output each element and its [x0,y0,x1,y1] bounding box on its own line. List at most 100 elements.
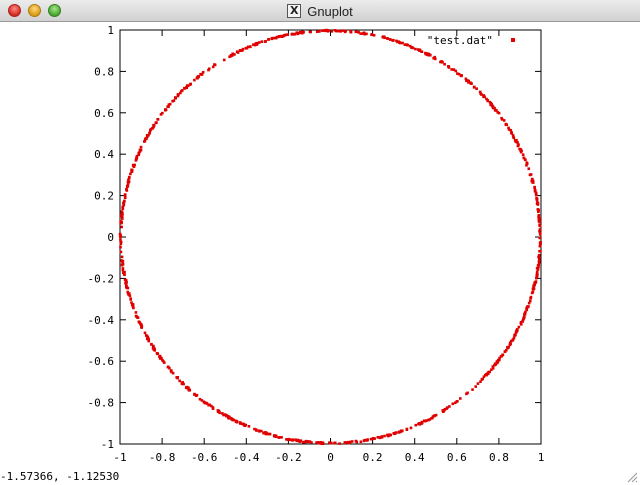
data-point [152,123,155,127]
data-point [120,210,124,213]
data-point [150,342,153,346]
data-point [450,68,454,71]
data-point [496,360,500,364]
data-point [493,109,497,112]
data-point [536,202,539,205]
title-bar[interactable]: X Gnuplot [0,0,640,22]
data-point [221,412,224,415]
data-point [493,363,496,367]
data-point [290,438,294,442]
data-point [441,60,444,64]
data-point [126,182,130,185]
data-point [284,33,288,37]
data-point [121,261,124,264]
data-point [176,93,180,96]
data-point [143,331,147,335]
data-point [538,220,542,224]
minimize-button[interactable] [28,4,41,17]
data-point [246,45,250,49]
data-point [349,30,353,34]
data-point [330,30,334,33]
data-point [350,440,354,443]
data-point [277,436,281,439]
data-point [383,434,386,438]
data-point [501,353,505,357]
close-button[interactable] [8,4,21,17]
data-point [147,337,150,341]
data-point [205,402,209,405]
data-point [231,418,234,421]
data-point [386,37,389,40]
data-point [509,339,513,343]
plot-canvas[interactable]: -1 -0.8 -0.6 -0.4 -0.2 0 0.2 0.4 0.6 0.8 1 1 0.8 0.6… [0,22,640,470]
data-point [525,164,528,167]
data-point [225,414,228,417]
data-point [524,158,527,162]
data-point [119,245,122,249]
data-point [260,40,264,43]
data-point [253,427,256,431]
data-point [395,431,398,434]
data-point [354,30,358,34]
data-point [238,48,242,52]
data-point [354,439,358,443]
data-point [362,439,366,442]
data-point [130,168,133,172]
data-point [253,43,257,47]
data-point [427,418,430,422]
resize-grip-icon[interactable] [626,471,638,483]
data-point [537,265,540,269]
data-point [227,415,231,419]
data-point [537,257,541,261]
data-point [127,180,131,184]
data-point [371,436,375,440]
data-point [431,416,434,420]
data-point [452,68,455,71]
data-point [217,410,221,414]
data-point [519,149,522,152]
data-point [500,116,503,120]
data-point [515,140,519,144]
data-point [140,324,144,328]
data-point [497,111,501,115]
data-point [242,423,246,427]
data-point [262,431,265,435]
data-point [515,138,518,142]
data-point [280,34,283,38]
data-point [524,310,527,314]
data-point [121,212,124,216]
data-point [447,65,450,69]
data-point [248,45,252,49]
data-point [455,400,459,403]
data-point [504,122,508,126]
data-point [393,431,396,435]
data-point [486,99,490,103]
data-point [302,30,305,34]
data-point [519,323,523,326]
data-point [538,224,542,228]
data-point [200,72,204,76]
data-point [306,440,310,443]
data-point [383,36,386,40]
data-point [537,255,540,259]
data-point [397,431,401,434]
data-point [185,84,189,87]
data-point [472,86,476,89]
data-point [330,441,333,445]
data-point [267,38,270,41]
data-point [296,438,300,442]
data-point [285,438,288,441]
data-point [134,311,138,314]
data-point [507,126,510,130]
data-point [185,385,189,389]
data-point [525,306,529,309]
data-point [127,176,131,180]
data-point [137,153,141,157]
data-point [120,255,124,259]
data-point [171,371,175,375]
data-point [236,51,240,54]
data-point [538,236,542,240]
data-point [510,131,513,135]
zoom-button[interactable] [48,4,61,17]
data-point [171,99,174,103]
